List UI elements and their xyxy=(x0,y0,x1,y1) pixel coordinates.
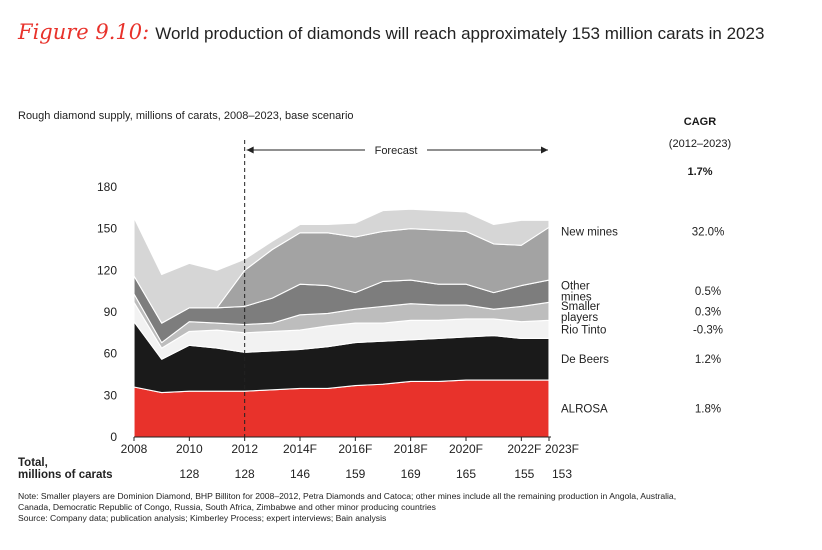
area-top-band-6 xyxy=(133,208,550,324)
series-label: ALROSA xyxy=(561,404,608,416)
forecast-arrowhead-right xyxy=(541,146,548,154)
totals-label-line2: millions of carats xyxy=(18,469,113,481)
cagr-title: CAGR xyxy=(683,116,717,128)
y-tick-label: 30 xyxy=(104,388,118,402)
series-label: Rio Tinto xyxy=(561,324,606,336)
x-tick-label: 2018F xyxy=(394,442,428,456)
cagr-value: 0.3% xyxy=(695,306,721,318)
forecast-arrowhead-left xyxy=(246,146,254,154)
y-tick-label: 90 xyxy=(104,305,118,319)
series-label: players xyxy=(561,312,598,324)
total-value: 159 xyxy=(345,467,365,481)
x-tick-label: 2023F xyxy=(545,442,579,456)
cagr-total: 1.7% xyxy=(687,166,713,178)
series-label: mines xyxy=(561,292,592,304)
x-tick-label: 2008 xyxy=(121,442,148,456)
cagr-value: 32.0% xyxy=(692,226,725,238)
x-tick-label: 2012 xyxy=(231,442,258,456)
figure-label: Figure 9.10: xyxy=(18,20,150,44)
cagr-value: 0.5% xyxy=(695,286,721,298)
forecast-label: Forecast xyxy=(375,145,418,157)
cagr-period: (2012–2023) xyxy=(668,138,732,150)
series-label: Smaller xyxy=(561,301,600,313)
series-label: Other xyxy=(561,281,590,293)
note-line-3: Source: Company data; publication analys… xyxy=(18,513,387,523)
x-tick-label: 2014F xyxy=(283,442,317,456)
series-label: De Beers xyxy=(561,354,609,366)
chart-subtitle: Rough diamond supply, millions of carats… xyxy=(18,110,354,122)
total-value: 153 xyxy=(552,467,572,481)
figure-title: Figure 9.10: World production of diamonds… xyxy=(18,20,764,44)
totals-label-line1: Total, xyxy=(18,457,48,469)
total-value: 128 xyxy=(235,467,255,481)
y-tick-label: 60 xyxy=(104,347,118,361)
y-tick-label: 0 xyxy=(110,430,117,444)
figure-title-text: World production of diamonds will reach … xyxy=(155,24,765,43)
x-tick-label: 2020F xyxy=(449,442,483,456)
y-tick-label: 120 xyxy=(97,263,117,277)
x-tick-label: 2022F xyxy=(507,442,541,456)
note-line-2: Canada, Democratic Republic of Congo, Ru… xyxy=(18,502,436,512)
x-tick-label: 2016F xyxy=(338,442,372,456)
total-value: 155 xyxy=(514,467,534,481)
cagr-value: 1.8% xyxy=(695,404,721,416)
total-value: 169 xyxy=(401,467,421,481)
note-line-1: Note: Smaller players are Dominion Diamo… xyxy=(18,491,677,501)
total-value: 165 xyxy=(456,467,476,481)
x-tick-label: 2010 xyxy=(176,442,203,456)
cagr-value: -0.3% xyxy=(693,324,723,336)
total-value: 128 xyxy=(179,467,199,481)
chart-note: Note: Smaller players are Dominion Diamo… xyxy=(18,491,808,524)
series-label: New mines xyxy=(561,226,618,238)
y-tick-label: 150 xyxy=(97,222,117,236)
total-value: 146 xyxy=(290,467,310,481)
y-tick-label: 180 xyxy=(97,180,117,194)
cagr-value: 1.2% xyxy=(695,354,721,366)
